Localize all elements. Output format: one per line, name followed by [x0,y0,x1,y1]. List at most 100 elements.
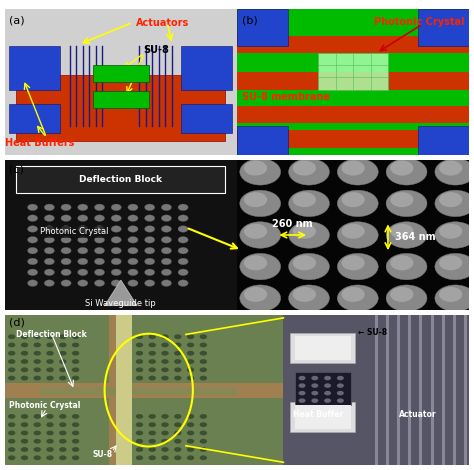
Bar [237,126,288,155]
Circle shape [311,391,319,395]
Circle shape [161,431,169,435]
Circle shape [78,247,88,254]
Circle shape [341,255,365,270]
Circle shape [174,439,182,444]
Circle shape [27,226,38,232]
Circle shape [178,258,188,265]
Circle shape [59,343,66,347]
Circle shape [145,269,155,275]
Circle shape [8,439,16,444]
Circle shape [21,376,28,381]
Circle shape [111,204,121,211]
Circle shape [161,376,169,381]
Circle shape [128,247,138,254]
Circle shape [148,439,156,444]
Circle shape [178,226,188,232]
Circle shape [148,376,156,381]
Circle shape [161,236,172,243]
Circle shape [72,359,79,364]
Circle shape [148,334,156,339]
Circle shape [34,343,41,347]
Circle shape [34,447,41,452]
Circle shape [311,376,319,380]
Bar [5,398,109,465]
Circle shape [240,190,281,217]
Circle shape [59,431,66,435]
Text: Heat Buffers: Heat Buffers [5,138,74,148]
Circle shape [187,447,194,452]
Circle shape [21,431,28,435]
Circle shape [390,192,413,207]
Circle shape [61,215,71,221]
Circle shape [148,414,156,419]
Circle shape [44,269,55,275]
Circle shape [145,215,155,221]
Bar [237,130,469,148]
Circle shape [78,215,88,221]
Circle shape [61,204,71,211]
Circle shape [145,226,155,232]
Bar [237,72,469,89]
Circle shape [94,258,105,265]
Circle shape [27,215,38,221]
Circle shape [174,376,182,381]
Circle shape [200,422,207,427]
Circle shape [72,334,79,339]
Text: Heat Buffer: Heat Buffer [293,410,344,419]
Circle shape [78,236,88,243]
Circle shape [27,236,38,243]
Circle shape [435,190,474,217]
Circle shape [111,258,121,265]
Circle shape [145,204,155,211]
Circle shape [187,431,194,435]
Text: Photonic Crystal: Photonic Crystal [9,400,81,410]
Circle shape [337,222,378,248]
Circle shape [94,236,105,243]
Circle shape [136,439,143,444]
Circle shape [174,343,182,347]
Circle shape [46,351,54,356]
Circle shape [337,285,378,312]
Circle shape [200,359,207,364]
Circle shape [8,368,16,372]
Circle shape [299,376,306,380]
Circle shape [200,439,207,444]
Circle shape [200,414,207,419]
Circle shape [161,447,169,452]
Circle shape [174,455,182,460]
Circle shape [187,414,194,419]
Circle shape [59,422,66,427]
Circle shape [293,224,316,239]
Circle shape [311,384,319,388]
Circle shape [161,280,172,286]
Circle shape [72,447,79,452]
Circle shape [148,351,156,356]
Circle shape [148,422,156,427]
Circle shape [161,368,169,372]
Circle shape [136,447,143,452]
Circle shape [161,215,172,221]
Circle shape [27,258,38,265]
Circle shape [72,343,79,347]
Circle shape [148,368,156,372]
Circle shape [72,455,79,460]
Circle shape [59,414,66,419]
Circle shape [46,368,54,372]
Circle shape [145,280,155,286]
Circle shape [136,343,143,347]
Circle shape [341,287,365,302]
Circle shape [187,359,194,364]
Circle shape [439,224,462,239]
Circle shape [145,258,155,265]
Text: Photonic Crystal: Photonic Crystal [40,227,109,236]
Circle shape [8,422,16,427]
Circle shape [174,422,182,427]
Circle shape [44,215,55,221]
Circle shape [136,455,143,460]
Circle shape [161,455,169,460]
Circle shape [435,285,474,312]
Circle shape [72,439,79,444]
Circle shape [148,455,156,460]
Text: ← SU-8: ← SU-8 [358,329,387,337]
Bar [291,402,356,432]
